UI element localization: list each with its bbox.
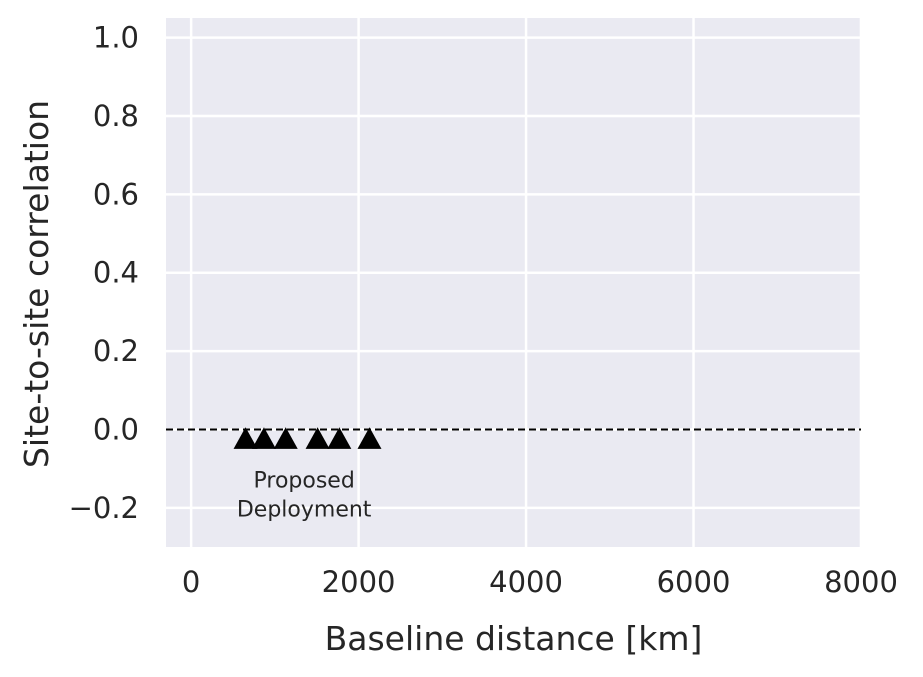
x-tick-label-0: 0 xyxy=(182,565,200,599)
markers xyxy=(233,427,382,449)
triangle-marker-1 xyxy=(251,427,276,449)
triangle-marker-4 xyxy=(327,427,352,449)
annotations: Proposed Deployment xyxy=(237,469,372,523)
y-tick-label-6: 1.0 xyxy=(93,21,139,55)
annotation-line-0: Proposed xyxy=(254,469,355,494)
x-tick-label-1: 2000 xyxy=(322,565,396,599)
triangle-marker-3 xyxy=(305,427,330,449)
y-tick-label-3: 0.4 xyxy=(93,256,139,290)
x-tick-label-4: 8000 xyxy=(824,565,898,599)
x-tick-label-2: 4000 xyxy=(489,565,563,599)
y-tick-label-2: 0.2 xyxy=(93,334,139,368)
triangle-marker-5 xyxy=(357,427,382,449)
x-tick-labels: 0 2000 4000 6000 8000 xyxy=(182,565,898,599)
triangle-marker-0 xyxy=(233,427,258,449)
x-tick-label-3: 6000 xyxy=(657,565,731,599)
triangle-marker-2 xyxy=(273,427,298,449)
plot-background xyxy=(166,18,861,547)
annotation-line-1: Deployment xyxy=(237,498,372,523)
y-tick-label-4: 0.6 xyxy=(93,177,139,211)
y-axis-label: Site-to-site correlation xyxy=(17,100,56,468)
y-tick-label-1: 0.0 xyxy=(93,412,139,446)
grid xyxy=(166,18,863,547)
x-axis-label: Baseline distance [km] xyxy=(325,619,703,658)
y-tick-label-5: 0.8 xyxy=(93,99,139,133)
y-tick-labels: −0.2 0.0 0.2 0.4 0.6 0.8 1.0 xyxy=(69,21,139,525)
y-tick-label-0: −0.2 xyxy=(69,491,139,525)
